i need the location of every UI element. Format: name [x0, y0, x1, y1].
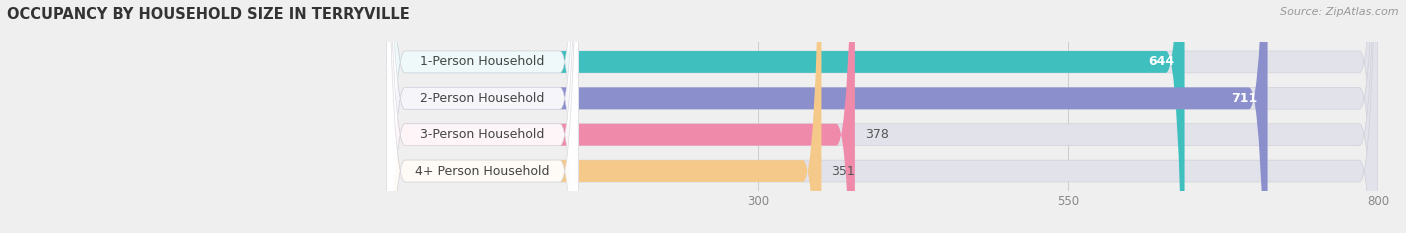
FancyBboxPatch shape — [387, 0, 1378, 233]
Text: 644: 644 — [1149, 55, 1174, 69]
FancyBboxPatch shape — [387, 0, 578, 233]
FancyBboxPatch shape — [387, 0, 578, 233]
Text: 2-Person Household: 2-Person Household — [420, 92, 544, 105]
Text: 378: 378 — [865, 128, 889, 141]
Text: 351: 351 — [831, 164, 855, 178]
FancyBboxPatch shape — [387, 0, 855, 233]
Text: 4+ Person Household: 4+ Person Household — [415, 164, 550, 178]
FancyBboxPatch shape — [387, 0, 578, 233]
FancyBboxPatch shape — [387, 0, 821, 233]
FancyBboxPatch shape — [387, 0, 1268, 233]
FancyBboxPatch shape — [387, 0, 1184, 233]
FancyBboxPatch shape — [387, 0, 578, 233]
Text: Source: ZipAtlas.com: Source: ZipAtlas.com — [1281, 7, 1399, 17]
Text: 1-Person Household: 1-Person Household — [420, 55, 544, 69]
Text: 711: 711 — [1232, 92, 1257, 105]
FancyBboxPatch shape — [387, 0, 1378, 233]
Text: 3-Person Household: 3-Person Household — [420, 128, 544, 141]
FancyBboxPatch shape — [387, 0, 1378, 233]
FancyBboxPatch shape — [387, 0, 1378, 233]
Text: OCCUPANCY BY HOUSEHOLD SIZE IN TERRYVILLE: OCCUPANCY BY HOUSEHOLD SIZE IN TERRYVILL… — [7, 7, 409, 22]
